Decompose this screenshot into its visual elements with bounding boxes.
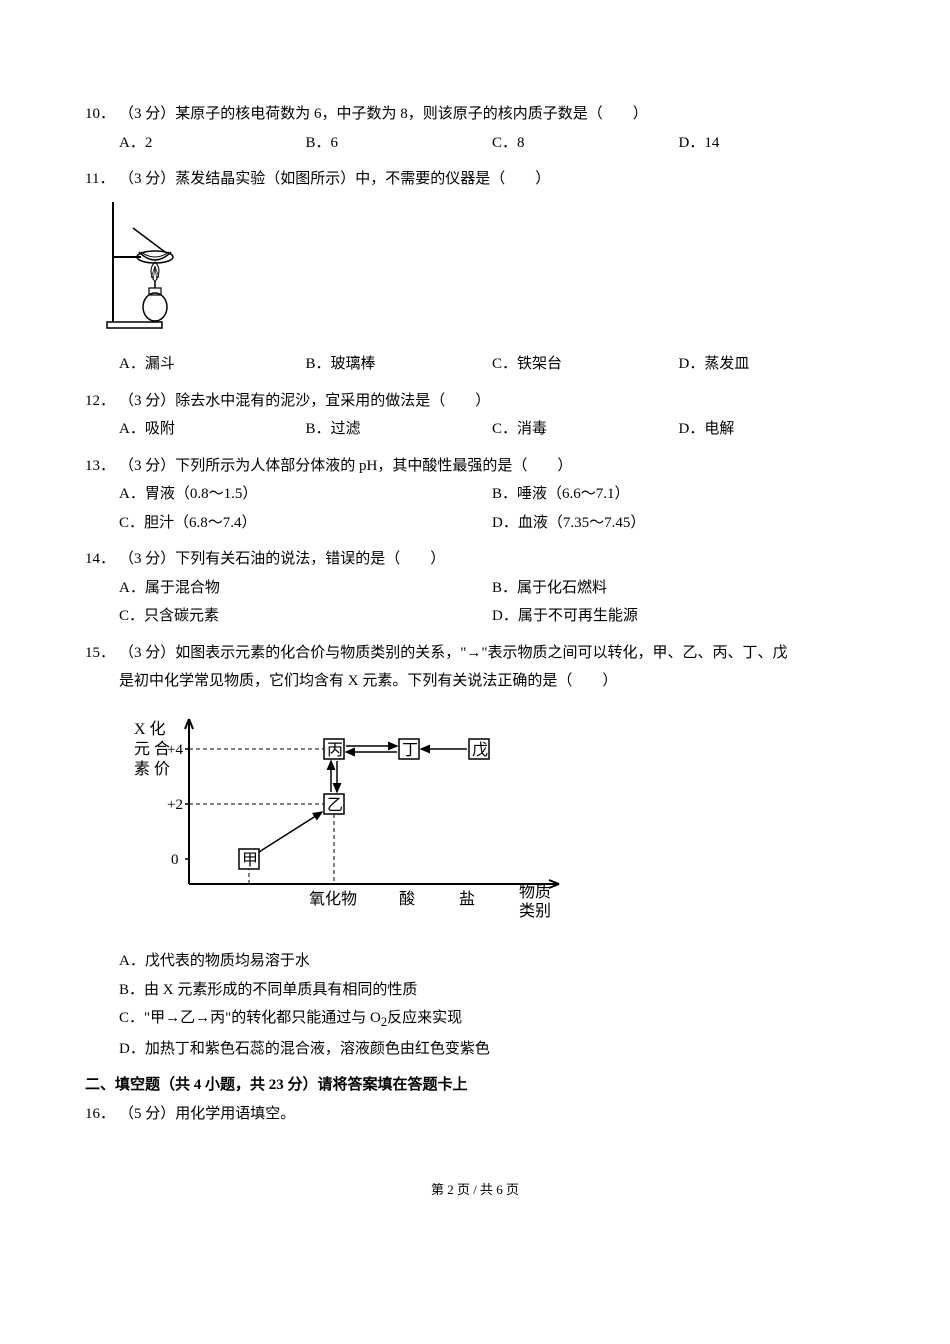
- q10-stem: 某原子的核电荷数为 6，中子数为 8，则该原子的核内质子数是（ ）: [175, 100, 648, 129]
- q14-opt-d: D．属于不可再生能源: [492, 602, 865, 631]
- q11-opt-b: B．玻璃棒: [306, 350, 493, 379]
- svg-text:元 合: 元 合: [134, 740, 170, 758]
- q11-options: A．漏斗 B．玻璃棒 C．铁架台 D．蒸发皿: [119, 350, 865, 379]
- q12-opt-d: D．电解: [679, 415, 866, 444]
- q14-stem: 下列有关石油的说法，错误的是（ ）: [175, 545, 445, 574]
- q14-num: 14．: [85, 545, 119, 574]
- q11-stem: 蒸发结晶实验（如图所示）中，不需要的仪器是（ ）: [175, 165, 550, 194]
- q15-opt-b: B．由 X 元素形成的不同单质具有相同的性质: [119, 976, 865, 1005]
- question-12: 12． （3 分） 除去水中混有的泥沙，宜采用的做法是（ ） A．吸附 B．过滤…: [85, 387, 865, 444]
- q11-num: 11．: [85, 165, 119, 194]
- svg-text:甲: 甲: [242, 852, 258, 869]
- q15-opt-d: D．加热丁和紫色石蕊的混合液，溶液颜色由红色变紫色: [119, 1035, 865, 1064]
- question-10: 10． （3 分） 某原子的核电荷数为 6，中子数为 8，则该原子的核内质子数是…: [85, 100, 865, 157]
- q15-stem1: 如图表示元素的化合价与物质类别的关系，"→"表示物质之间可以转化，甲、乙、丙、丁…: [175, 639, 787, 668]
- q15-opt-a: A．戊代表的物质均易溶于水: [119, 947, 865, 976]
- q12-opt-a: A．吸附: [119, 415, 306, 444]
- svg-text:+2: +2: [167, 797, 183, 813]
- question-16: 16． （5 分） 用化学用语填空。: [85, 1100, 865, 1129]
- svg-text:盐: 盐: [459, 890, 475, 908]
- q13-opt-b: B．唾液（6.6～7.1）: [492, 480, 865, 509]
- q15-opt-c: C．"甲→乙→丙"的转化都只能通过与 O2反应来实现: [119, 1004, 865, 1035]
- question-15: 15． （3 分） 如图表示元素的化合价与物质类别的关系，"→"表示物质之间可以…: [85, 639, 865, 1064]
- q16-stem: 用化学用语填空。: [175, 1100, 295, 1129]
- q10-opt-d: D．14: [679, 129, 866, 158]
- q11-opt-d: D．蒸发皿: [679, 350, 866, 379]
- q11-figure: [103, 202, 865, 343]
- svg-text:物质: 物质: [519, 883, 551, 901]
- svg-text:戊: 戊: [472, 741, 488, 759]
- q12-opt-c: C．消毒: [492, 415, 679, 444]
- q14-opt-c: C．只含碳元素: [119, 602, 492, 631]
- q13-opt-d: D．血液（7.35～7.45）: [492, 509, 865, 538]
- q12-num: 12．: [85, 387, 119, 416]
- q13-score: （3 分）: [119, 452, 175, 481]
- q15-num: 15．: [85, 639, 119, 668]
- section-2-title: 二、填空题（共 4 小题，共 23 分）请将答案填在答题卡上: [85, 1071, 865, 1100]
- q10-opt-a: A．2: [119, 129, 306, 158]
- q14-opt-a: A．属于混合物: [119, 574, 492, 603]
- svg-text:丁: 丁: [402, 742, 418, 759]
- q14-score: （3 分）: [119, 545, 175, 574]
- q12-options: A．吸附 B．过滤 C．消毒 D．电解: [119, 415, 865, 444]
- q15-stem2: 是初中化学常见物质，它们均含有 X 元素。下列有关说法正确的是（ ）: [119, 667, 865, 696]
- q14-opt-b: B．属于化石燃料: [492, 574, 865, 603]
- q10-options: A．2 B．6 C．8 D．14: [119, 129, 865, 158]
- q10-opt-c: C．8: [492, 129, 679, 158]
- q13-options: A．胃液（0.8～1.5） B．唾液（6.6～7.1） C．胆汁（6.8～7.4…: [119, 480, 865, 537]
- q15-chart: X 化 元 合 素 价 +4 +2 0 甲 乙 丙 丁 戊: [119, 704, 865, 940]
- q15-options: A．戊代表的物质均易溶于水 B．由 X 元素形成的不同单质具有相同的性质 C．"…: [119, 947, 865, 1063]
- q10-num: 10．: [85, 100, 119, 129]
- svg-text:乙: 乙: [327, 797, 343, 814]
- svg-text:X 化: X 化: [134, 720, 166, 738]
- q12-opt-b: B．过滤: [306, 415, 493, 444]
- q11-opt-a: A．漏斗: [119, 350, 306, 379]
- question-14: 14． （3 分） 下列有关石油的说法，错误的是（ ） A．属于混合物 B．属于…: [85, 545, 865, 631]
- q11-opt-c: C．铁架台: [492, 350, 679, 379]
- question-11: 11． （3 分） 蒸发结晶实验（如图所示）中，不需要的仪器是（ ）: [85, 165, 865, 379]
- q14-options: A．属于混合物 B．属于化石燃料 C．只含碳元素 D．属于不可再生能源: [119, 574, 865, 631]
- q13-opt-a: A．胃液（0.8～1.5）: [119, 480, 492, 509]
- q13-num: 13．: [85, 452, 119, 481]
- svg-text:+4: +4: [167, 742, 183, 758]
- svg-text:氧化物: 氧化物: [309, 890, 357, 908]
- q15-score: （3 分）: [119, 639, 175, 668]
- svg-text:丙: 丙: [327, 742, 343, 759]
- q13-stem: 下列所示为人体部分体液的 pH，其中酸性最强的是（ ）: [175, 452, 572, 481]
- q13-opt-c: C．胆汁（6.8～7.4）: [119, 509, 492, 538]
- q10-opt-b: B．6: [306, 129, 493, 158]
- q12-stem: 除去水中混有的泥沙，宜采用的做法是（ ）: [175, 387, 490, 416]
- svg-text:类别: 类别: [519, 902, 551, 920]
- q12-score: （3 分）: [119, 387, 175, 416]
- svg-text:0: 0: [171, 852, 179, 868]
- q10-score: （3 分）: [119, 100, 175, 129]
- question-13: 13． （3 分） 下列所示为人体部分体液的 pH，其中酸性最强的是（ ） A．…: [85, 452, 865, 538]
- svg-text:酸: 酸: [399, 890, 415, 908]
- q16-num: 16．: [85, 1100, 119, 1129]
- q11-score: （3 分）: [119, 165, 175, 194]
- svg-text:素 价: 素 价: [134, 760, 170, 778]
- page-footer: 第 2 页 / 共 6 页: [85, 1178, 865, 1203]
- q16-score: （5 分）: [119, 1100, 175, 1129]
